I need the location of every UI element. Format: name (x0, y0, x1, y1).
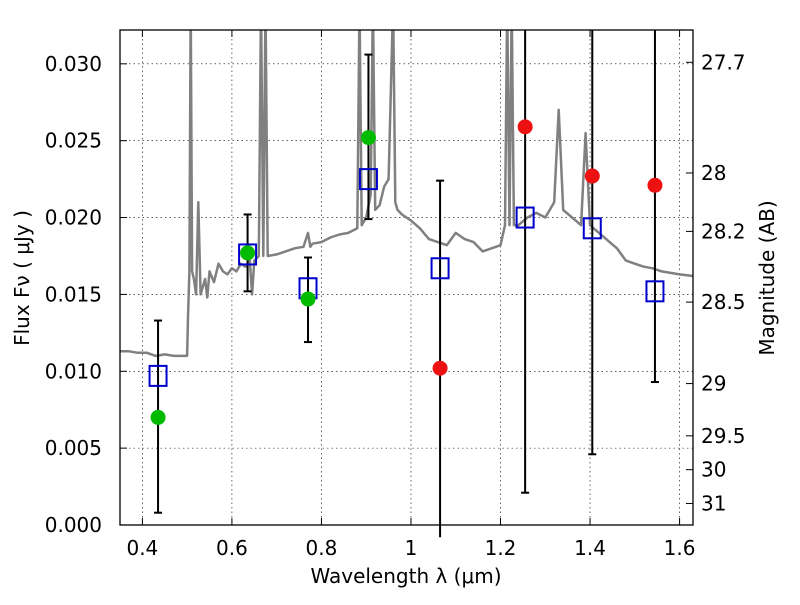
circle-marker (240, 245, 256, 261)
circle-marker (517, 119, 533, 135)
y-tick-label: 0.010 (45, 359, 102, 383)
circle-marker (360, 130, 376, 146)
x-tick-label: 1.4 (574, 536, 606, 560)
spectrum (120, 30, 693, 358)
y-tick-label: 0.030 (45, 52, 102, 76)
right-tick-label: 29.5 (701, 424, 746, 448)
square-marker (582, 217, 602, 240)
right-axis-label: Magnitude (AB) (755, 200, 779, 355)
grid (120, 30, 693, 526)
ticks: 0.4 0.6 0.8 1 1.2 1.4 1.6 0.000 0.005 0.010 0.015 0… (45, 30, 746, 560)
x-tick-label: 1.2 (485, 536, 517, 560)
x-tick-label: 0.6 (216, 536, 248, 560)
right-tick-label: 31 (701, 491, 726, 515)
error-bars (154, 30, 659, 538)
square-marker (148, 364, 168, 387)
right-tick-label: 28.2 (701, 219, 746, 243)
square-marker (430, 257, 450, 280)
y-tick-label: 0.020 (45, 206, 102, 230)
x-tick-label: 0.4 (126, 536, 158, 560)
circle-marker (150, 409, 166, 425)
x-tick-label: 0.8 (306, 536, 338, 560)
circle-marker (300, 291, 316, 307)
square-marker (238, 243, 258, 266)
spectrum-line (120, 30, 693, 358)
right-tick-label: 27.7 (701, 50, 746, 74)
y-tick-label: 0.015 (45, 282, 102, 306)
right-tick-label: 29 (701, 372, 726, 396)
markers (148, 119, 665, 425)
right-tick-label: 28.5 (701, 290, 746, 314)
circle-marker (584, 168, 600, 184)
y-tick-label: 0.025 (45, 129, 102, 153)
square-marker (515, 206, 535, 229)
x-tick-label: 1 (405, 536, 418, 560)
right-tick-label: 30 (701, 458, 726, 482)
y-axis-label: Flux Fν ( μJy ) (10, 210, 34, 346)
x-tick-label: 1.6 (664, 536, 696, 560)
x-axis-label: Wavelength λ (μm) (310, 564, 501, 588)
square-marker (358, 168, 378, 191)
circle-marker (647, 177, 663, 193)
right-tick-label: 28 (701, 161, 726, 185)
y-tick-label: 0.000 (45, 513, 102, 537)
y-tick-label: 0.005 (45, 436, 102, 460)
square-marker (645, 280, 665, 303)
circle-marker (432, 360, 448, 376)
plot-frame (119, 29, 694, 526)
